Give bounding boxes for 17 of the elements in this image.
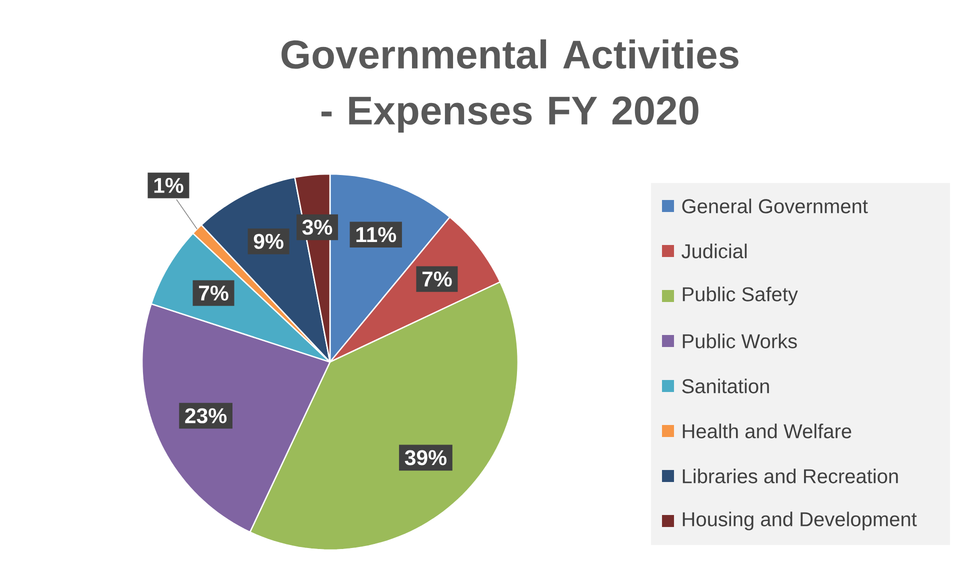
data-label: 39% [404,450,446,466]
data-label: 1% [154,178,184,193]
legend-label: Health and Welfare [682,424,852,438]
chart-title: Governmental Activities - Expenses FY 2020 [282,39,738,133]
data-label: 23% [185,408,227,424]
data-label: 3% [302,220,332,235]
legend-label: Sanitation [682,378,769,394]
data-label: 11% [356,227,396,242]
data-label: 7% [199,286,228,301]
legend-label: Libraries and Recreation [682,468,898,484]
data-label: 9% [254,234,284,249]
legend-label: Judicial [682,244,747,258]
legend-label: General Government [682,198,868,214]
legend-label: Public Works [682,334,797,348]
data-label: 7% [422,272,452,287]
legend-label: Housing and Development [682,512,917,530]
legend-label: Public Safety [682,286,798,306]
